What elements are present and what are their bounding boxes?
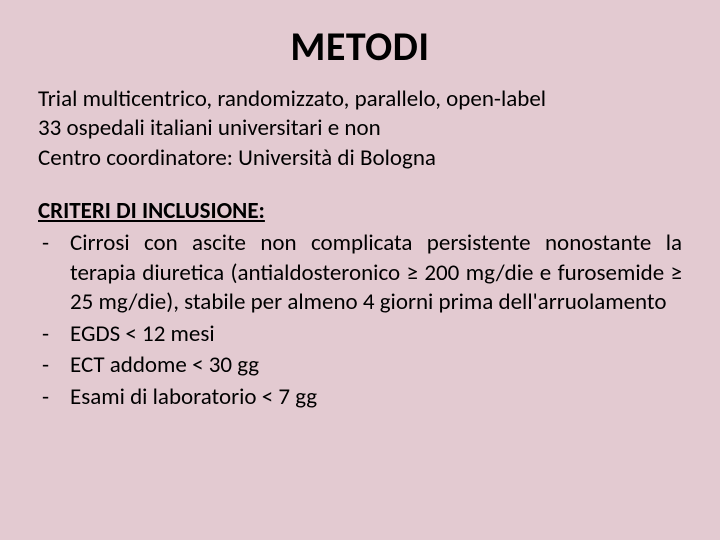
intro-block: Trial multicentrico, randomizzato, paral… <box>38 85 682 173</box>
intro-line: 33 ospedali italiani universitari e non <box>38 114 682 143</box>
slide-container: METODI Trial multicentrico, randomizzato… <box>0 0 720 540</box>
criteria-item: Esami di laboratorio < 7 gg <box>38 383 682 412</box>
criteria-item: EGDS < 12 mesi <box>38 320 682 349</box>
criteria-list: Cirrosi con ascite non complicata persis… <box>38 229 682 412</box>
slide-title: METODI <box>38 22 682 71</box>
criteria-heading: CRITERI DI INCLUSIONE: <box>38 197 682 225</box>
intro-line: Centro coordinatore: Università di Bolog… <box>38 144 682 173</box>
intro-line: Trial multicentrico, randomizzato, paral… <box>38 85 682 114</box>
criteria-item: Cirrosi con ascite non complicata persis… <box>38 229 682 317</box>
criteria-item: ECT addome < 30 gg <box>38 351 682 380</box>
